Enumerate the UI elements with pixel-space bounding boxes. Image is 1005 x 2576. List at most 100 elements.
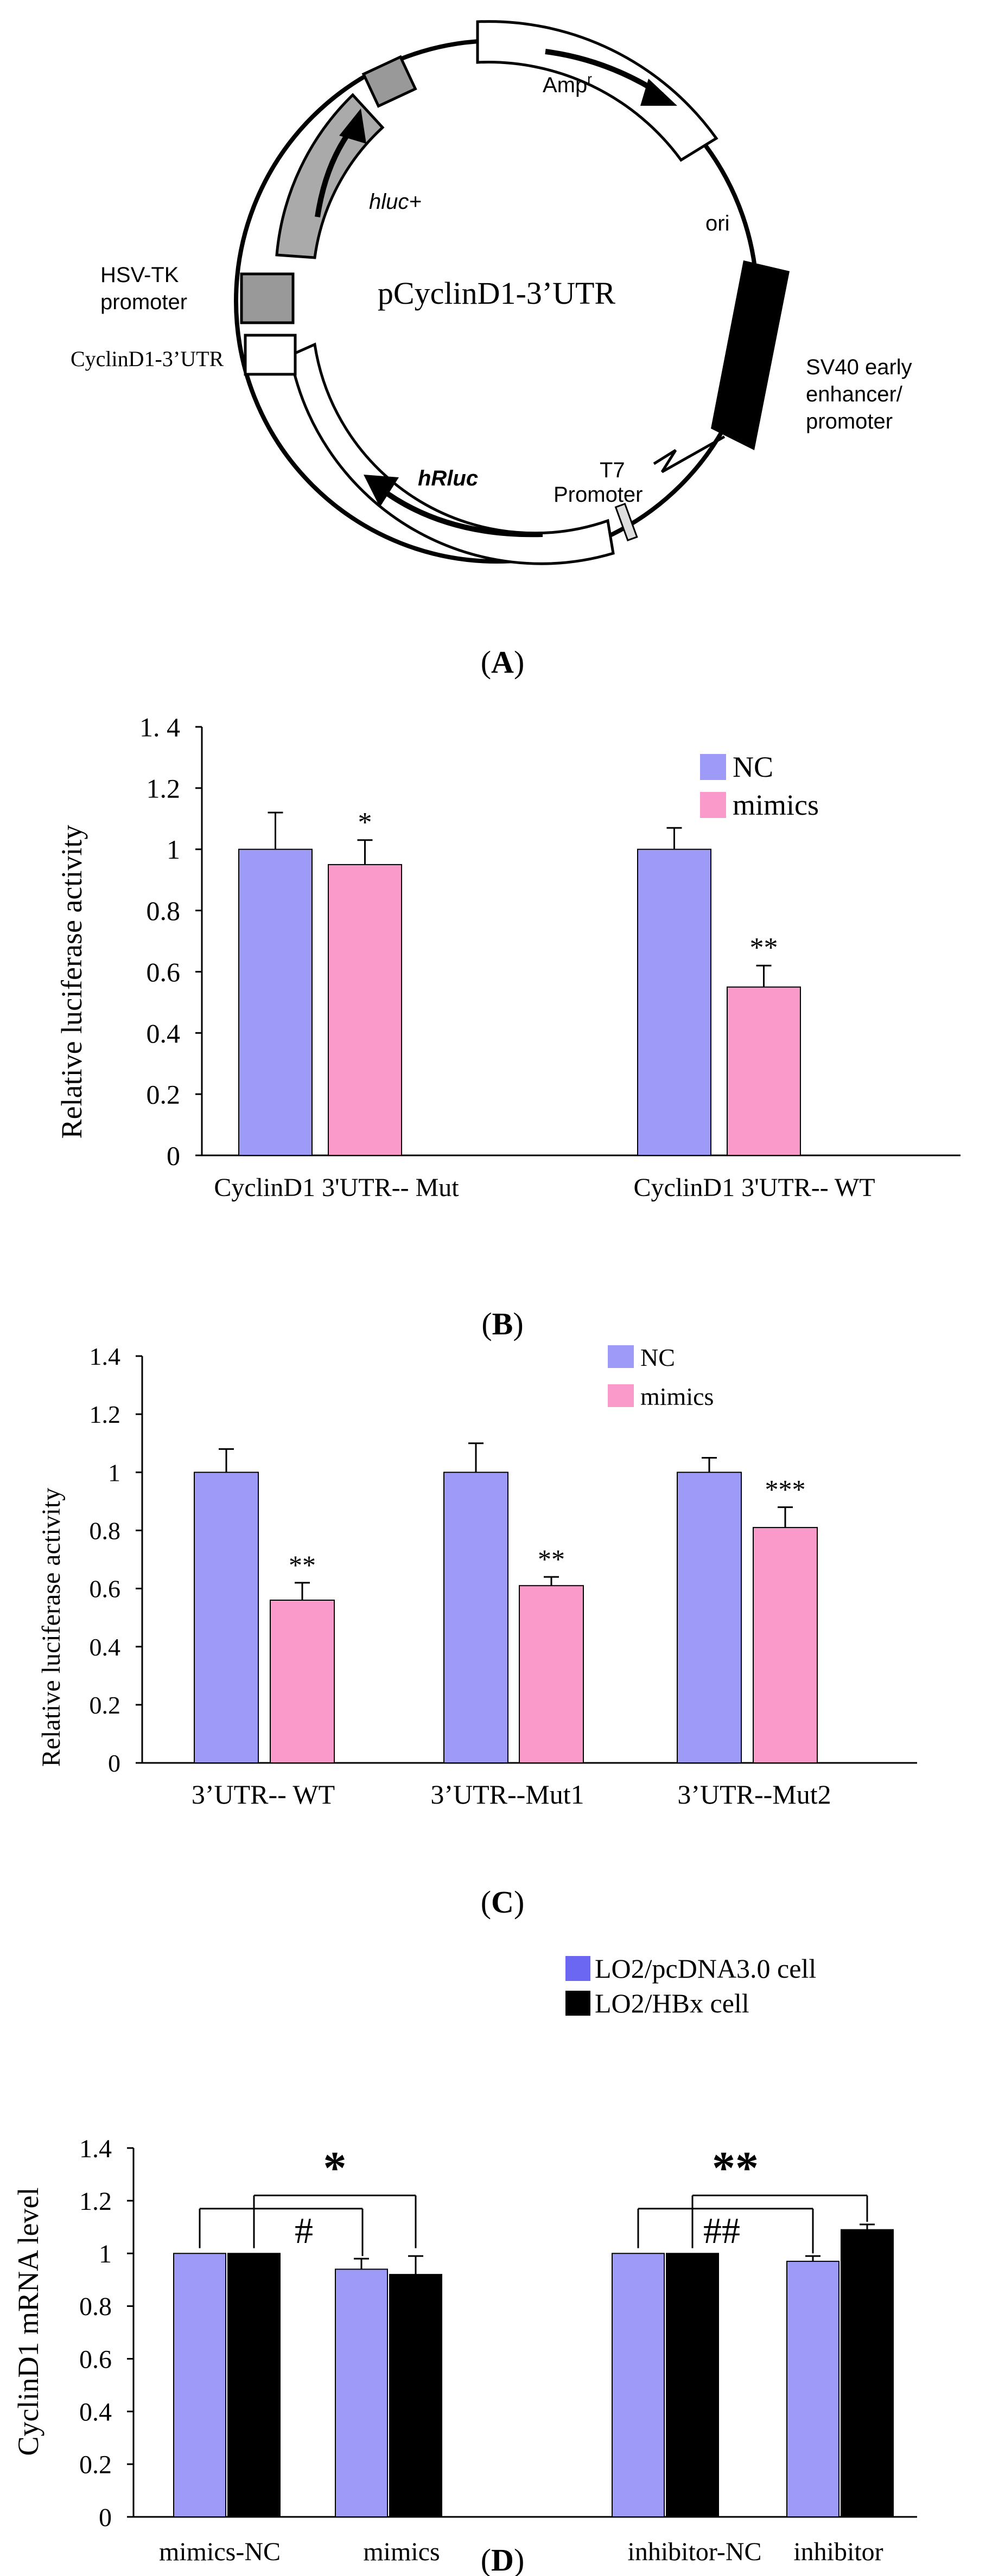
chart-d-legend-hbx: LO2/HBx cell xyxy=(595,1988,749,2018)
significance-star-mimics: * xyxy=(323,2142,347,2194)
sv40-to-t7-line xyxy=(653,435,726,474)
chart-d-legend-swatch-pcdna xyxy=(565,1956,590,1981)
chart-b-bars: *** xyxy=(238,807,801,1156)
bar-lo2-hbx-cell xyxy=(666,2253,719,2517)
chart-d-legend: LO2/pcDNA3.0 cell LO2/HBx cell xyxy=(565,1953,816,2018)
chart-b-ylabel: Relative luciferase activity xyxy=(55,825,88,1139)
y-tick-label: 0.4 xyxy=(147,1018,181,1049)
category-label: mimics xyxy=(363,2537,440,2566)
chart-d-ylabel: CyclinD1 mRNA level xyxy=(12,2188,44,2456)
hluc-arrowhead xyxy=(339,108,366,144)
chart-c-legend-nc: NC xyxy=(640,1344,675,1371)
category-label: 3’UTR--Mut2 xyxy=(677,1779,831,1810)
significance-star-inhibitor: ** xyxy=(712,2142,759,2194)
y-tick-label: 1.2 xyxy=(79,2187,112,2216)
panel-a-caption: (A) xyxy=(481,644,525,680)
bar-nc xyxy=(238,848,313,1156)
y-tick-label: 0.4 xyxy=(79,2398,112,2427)
category-label: inhibitor-NC xyxy=(627,2537,761,2566)
y-tick-label: 1.2 xyxy=(147,773,181,803)
significance-marker: ** xyxy=(538,1544,565,1574)
bar-lo2-pcdna3-0-cell xyxy=(335,2268,388,2518)
bar-nc xyxy=(443,1472,508,1764)
bar-lo2-hbx-cell xyxy=(227,2253,281,2517)
hluc-label: hluc+ xyxy=(369,190,422,214)
sv40-label-3: promoter xyxy=(806,410,893,433)
sv40-block xyxy=(711,260,790,450)
bar-lo2-pcdna3-0-cell xyxy=(173,2253,226,2517)
chart-c-caption: (C) xyxy=(481,1884,525,1920)
bar-nc xyxy=(194,1472,259,1764)
upstream-grey-box xyxy=(361,55,417,108)
bar-lo2-hbx-cell xyxy=(389,2274,442,2518)
significance-marker: ** xyxy=(750,932,778,963)
y-tick-label: 0 xyxy=(99,2503,112,2532)
ampr-arrowhead xyxy=(640,79,677,106)
category-label: inhibitor xyxy=(793,2537,883,2566)
chart-b-ticks: 0 0.2 0.4 0.6 0.8 1 1.2 1. 4 CyclinD1 3'UTR-- Mu… xyxy=(139,712,875,1203)
t7-label-1: T7 xyxy=(600,458,625,482)
significance-marker: ** xyxy=(289,1550,316,1580)
t7-promoter-marker xyxy=(614,502,638,542)
chart-d-ticks: 0 0.2 0.4 0.6 0.8 1 1.2 1.4 mimics-NC mimics inhib… xyxy=(79,2134,883,2566)
chart-b-legend: NC mimics xyxy=(700,751,819,821)
hsv-tk-label-2: promoter xyxy=(100,290,187,314)
y-tick-label: 1.2 xyxy=(90,1401,121,1428)
category-label: CyclinD1 3'UTR-- Mut xyxy=(214,1173,459,1202)
chart-b-caption: (B) xyxy=(481,1306,523,1341)
chart-d: CyclinD1 mRNA level 0 0.2 0.4 0.6 0.8 1 1.2 1.4… xyxy=(12,1953,917,2576)
bar-lo2-pcdna3-0-cell xyxy=(786,2260,839,2517)
chart-c-legend-swatch-mimics xyxy=(608,1384,634,1407)
y-tick-label: 0.6 xyxy=(79,2345,112,2374)
y-tick-label: 0.8 xyxy=(79,2292,112,2321)
chart-d-legend-swatch-hbx xyxy=(565,1991,590,2016)
bar-mimics xyxy=(727,986,801,1156)
bar-mimics xyxy=(519,1585,584,1763)
plasmid-map: pCyclinD1-3’UTR Ampr ori SV40 early enha… xyxy=(71,20,912,680)
hrluc-arrow xyxy=(378,485,543,538)
category-label: 3’UTR-- WT xyxy=(192,1779,335,1810)
category-label: 3’UTR--Mut1 xyxy=(430,1779,584,1810)
y-tick-label: 1 xyxy=(108,1459,120,1486)
hrluc-label: hRluc xyxy=(418,466,478,490)
cyclind1-3utr-label: CyclinD1-3’UTR xyxy=(71,347,224,371)
bar-mimics xyxy=(270,1600,335,1763)
y-tick-label: 0 xyxy=(108,1749,120,1777)
y-tick-label: 0.6 xyxy=(90,1575,121,1603)
chart-b-legend-swatch-nc xyxy=(700,754,726,780)
category-label: CyclinD1 3'UTR-- WT xyxy=(633,1173,875,1202)
chart-d-legend-pcdna: LO2/pcDNA3.0 cell xyxy=(595,1953,816,1984)
chart-c-ylabel: Relative luciferase activity xyxy=(37,1488,66,1767)
y-tick-label: 0.2 xyxy=(147,1079,181,1110)
chart-b: Relative luciferase activity 00.20.40.60… xyxy=(55,712,961,1341)
y-tick-label: 1 xyxy=(167,834,180,865)
sv40-label-2: enhancer/ xyxy=(806,382,903,406)
chart-c: Relative luciferase activity 00.20.40.60… xyxy=(37,1343,917,1920)
significance-hash-mimics: # xyxy=(295,2210,313,2251)
t7-label-2: Promoter xyxy=(554,483,643,507)
hsv-tk-label-1: HSV-TK xyxy=(100,263,179,287)
chart-b-legend-swatch-mimics xyxy=(700,792,726,818)
sv40-label-1: SV40 early xyxy=(806,355,912,379)
chart-b-legend-mimics: mimics xyxy=(733,789,819,821)
chart-d-significance: *# ** ## xyxy=(199,2142,868,2257)
chart-d-caption: (D) xyxy=(481,2542,525,2576)
bar-nc xyxy=(637,848,711,1156)
y-tick-label: 1.4 xyxy=(79,2134,112,2163)
plasmid-map-diagram: pCyclinD1-3’UTR Ampr ori SV40 early enha… xyxy=(71,20,912,565)
chart-c-legend-mimics: mimics xyxy=(640,1383,714,1410)
y-tick-label: 0.6 xyxy=(147,957,181,987)
y-tick-label: 0.8 xyxy=(147,896,181,926)
bar-mimics xyxy=(753,1527,818,1763)
y-tick-label: 0.8 xyxy=(90,1517,121,1545)
significance-marker: * xyxy=(358,807,372,838)
bar-lo2-pcdna3-0-cell xyxy=(612,2253,665,2517)
chart-c-ticks: 0 0.2 0.4 0.6 0.8 1 1.2 1.4 3’UTR-- WT 3’UTR--Mut… xyxy=(90,1343,831,1810)
chart-d-bars xyxy=(173,2223,894,2518)
bar-mimics xyxy=(328,864,402,1156)
chart-b-legend-nc: NC xyxy=(733,751,773,783)
plasmid-name: pCyclinD1-3’UTR xyxy=(378,276,615,311)
cyclind1-3utr-box xyxy=(244,334,297,376)
chart-c-legend-swatch-nc xyxy=(608,1345,634,1368)
significance-marker: *** xyxy=(765,1474,806,1505)
